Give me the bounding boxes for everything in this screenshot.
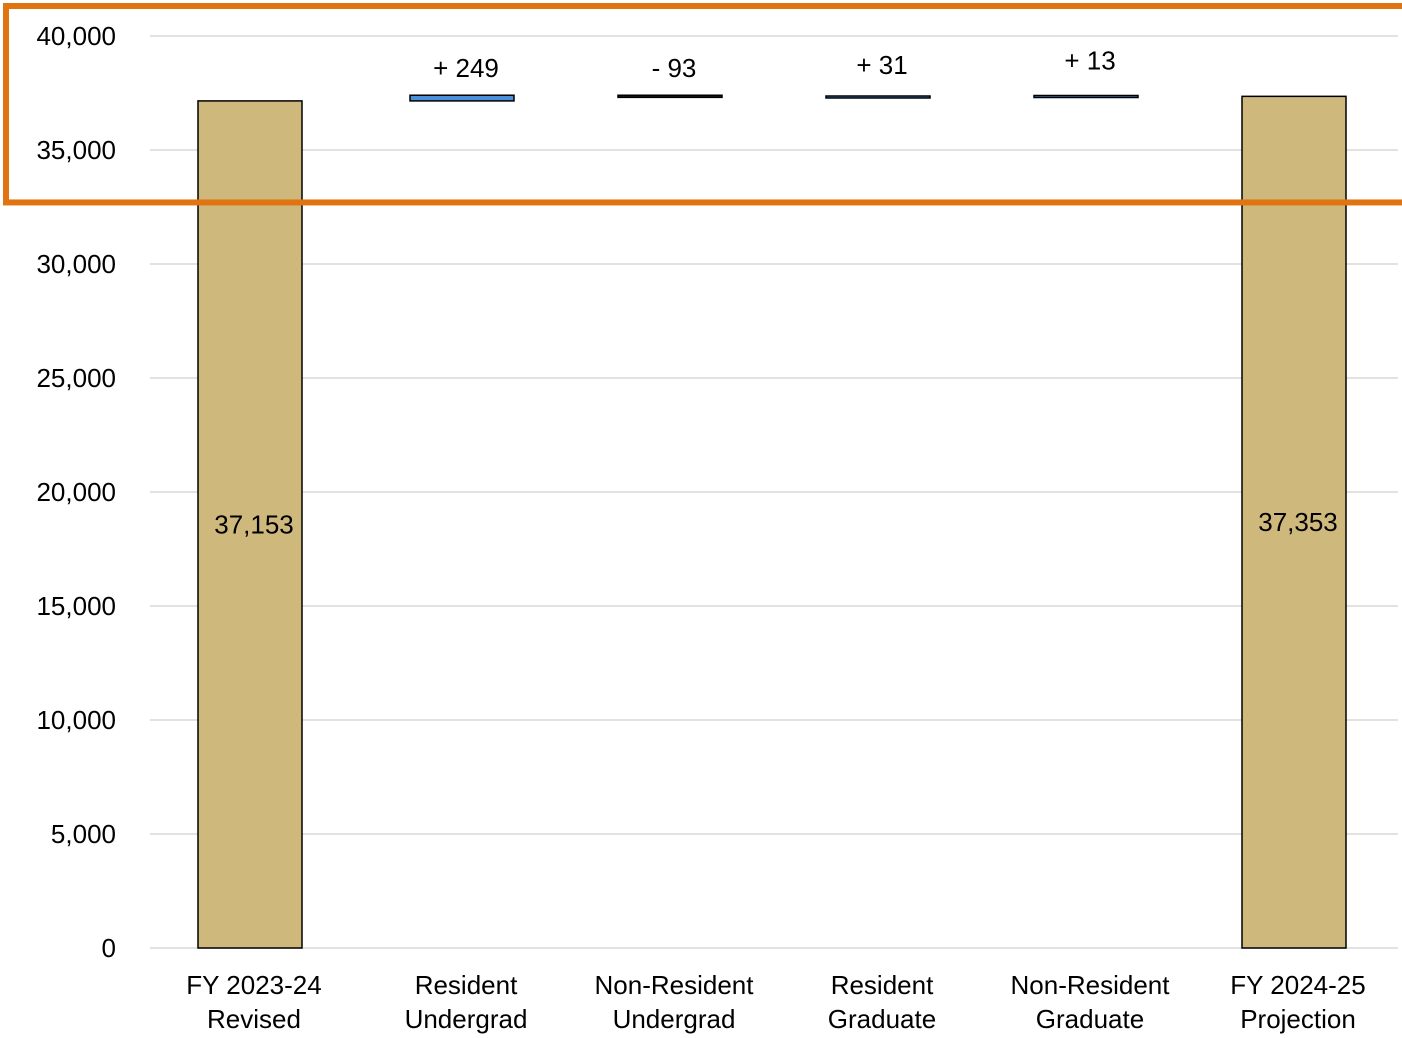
highlight-box-layer bbox=[3, 3, 1402, 206]
y-tick-label: 35,000 bbox=[36, 135, 116, 165]
y-axis-ticks: 0 5,000 10,000 15,000 20,000 25,000 30,000 35,0… bbox=[36, 21, 116, 963]
x-category-label: Resident bbox=[415, 970, 518, 1000]
x-category-label: Non-Resident bbox=[1011, 970, 1171, 1000]
gridlines bbox=[150, 35, 1398, 949]
bars bbox=[197, 94, 1347, 949]
x-category-label: Projection bbox=[1240, 1004, 1356, 1034]
y-tick-label: 25,000 bbox=[36, 363, 116, 393]
data-label: 37,153 bbox=[214, 509, 294, 539]
x-category-label: Undergrad bbox=[405, 1004, 528, 1034]
x-category-label: Graduate bbox=[1036, 1004, 1144, 1034]
x-category-label: Non-Resident bbox=[595, 970, 755, 1000]
x-category-label: Revised bbox=[207, 1004, 301, 1034]
y-tick-label: 5,000 bbox=[51, 819, 116, 849]
increase-bar bbox=[1033, 94, 1139, 99]
x-category-label: Graduate bbox=[828, 1004, 936, 1034]
y-tick-label: 20,000 bbox=[36, 477, 116, 507]
increase-bar bbox=[409, 94, 515, 102]
data-label: + 31 bbox=[856, 50, 907, 80]
data-label: + 13 bbox=[1064, 45, 1115, 75]
x-category-label: Resident bbox=[831, 970, 934, 1000]
total-bar bbox=[1241, 95, 1347, 949]
x-category-label: Undergrad bbox=[613, 1004, 736, 1034]
y-tick-label: 15,000 bbox=[36, 591, 116, 621]
x-category-label: FY 2024-25 bbox=[1230, 970, 1365, 1000]
x-category-label: FY 2023-24 bbox=[186, 970, 321, 1000]
data-label: 37,353 bbox=[1258, 507, 1338, 537]
y-tick-label: 40,000 bbox=[36, 21, 116, 51]
decrease-bar bbox=[617, 94, 723, 99]
total-bar bbox=[197, 100, 303, 949]
data-labels: 37,153 + 249 - 93 + 31 + 13 37,353 bbox=[214, 45, 1338, 539]
y-tick-label: 30,000 bbox=[36, 249, 116, 279]
increase-bar bbox=[825, 95, 931, 99]
data-label: + 249 bbox=[433, 53, 499, 83]
y-tick-label: 10,000 bbox=[36, 705, 116, 735]
y-tick-label: 0 bbox=[102, 933, 116, 963]
highlight-box bbox=[3, 3, 1402, 206]
x-axis-categories: FY 2023-24 Revised Resident Undergrad Non-Re… bbox=[186, 970, 1365, 1034]
data-label: - 93 bbox=[652, 53, 697, 83]
